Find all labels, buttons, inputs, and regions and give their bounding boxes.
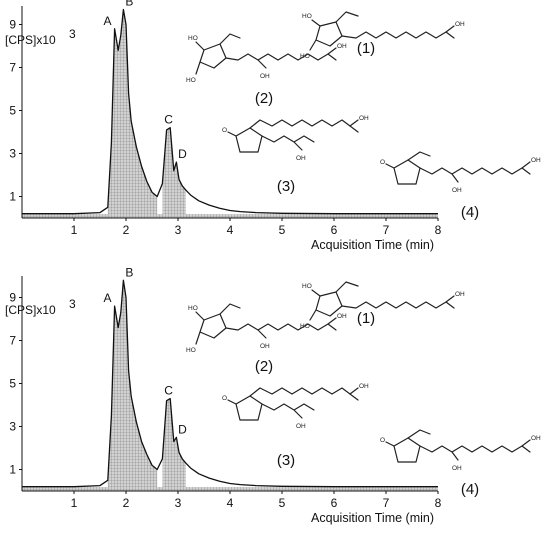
peak-area-ab: [107, 280, 158, 491]
y-axis-unit-exponent: 3: [69, 297, 76, 311]
compound-label-1: (1): [357, 40, 375, 57]
x-tick-label: 3: [175, 223, 182, 237]
x-tick-label: 1: [71, 496, 78, 510]
y-axis-unit-label: [CPS]x10: [5, 33, 56, 47]
x-tick-label: 4: [227, 223, 234, 237]
peak-label-d: D: [178, 422, 187, 436]
compound-label-2: (2): [255, 90, 273, 107]
compound-label-3: (3): [277, 452, 295, 469]
baseline-band: [22, 214, 438, 218]
x-tick-label: 7: [383, 496, 390, 510]
x-tick-label: 5: [279, 223, 286, 237]
x-tick-label: 1: [71, 223, 78, 237]
x-tick-label: 6: [331, 223, 338, 237]
x-tick-label: 7: [383, 223, 390, 237]
peak-label-b: B: [125, 265, 133, 279]
peak-label-b: B: [125, 0, 133, 8]
x-axis-title: Acquisition Time (min): [311, 238, 434, 252]
molecule-structure-2: [185, 303, 348, 355]
y-tick-label: 9: [9, 291, 16, 305]
molecule-structure-1: [299, 281, 466, 331]
peak-label-d: D: [178, 147, 187, 161]
y-tick-label: 1: [9, 463, 16, 477]
molecule-structure-1: [299, 11, 466, 61]
x-tick-label: 8: [435, 223, 442, 237]
x-tick-label: 3: [175, 496, 182, 510]
molecule-structure-4: [379, 429, 542, 473]
peak-label-c: C: [164, 113, 173, 127]
x-tick-label: 2: [123, 223, 130, 237]
y-tick-label: 9: [9, 18, 16, 32]
molecule-structure-4: [379, 151, 542, 195]
x-tick-label: 2: [123, 496, 130, 510]
y-axis-unit-exponent: 3: [69, 27, 76, 41]
y-tick-label: 5: [9, 104, 16, 118]
chromatogram-trace: [22, 279, 438, 488]
peak-area-cd: [162, 398, 186, 491]
compound-label-4: (4): [461, 481, 479, 498]
y-tick-label: 7: [9, 334, 16, 348]
y-tick-label: 7: [9, 61, 16, 75]
compound-label-1: (1): [357, 310, 375, 327]
molecule-structure-2: [185, 33, 348, 85]
x-axis-title: Acquisition Time (min): [311, 511, 434, 525]
y-tick-label: 5: [9, 377, 16, 391]
y-tick-label: 3: [9, 147, 16, 161]
peak-label-a: A: [104, 14, 112, 28]
compound-label-3: (3): [277, 178, 295, 195]
y-axis-unit-label: [CPS]x10: [5, 303, 56, 317]
chromatogram-trace: [22, 8, 438, 215]
molecule-structure-3: [221, 114, 370, 163]
compound-label-4: (4): [461, 204, 479, 221]
peak-label-a: A: [104, 291, 112, 305]
x-tick-label: 4: [227, 496, 234, 510]
peak-label-c: C: [164, 384, 173, 398]
compound-label-2: (2): [255, 358, 273, 375]
baseline-band: [22, 487, 438, 491]
peak-area-ab: [107, 9, 158, 218]
x-tick-label: 5: [279, 496, 286, 510]
x-tick-label: 8: [435, 496, 442, 510]
y-tick-label: 3: [9, 420, 16, 434]
molecule-structure-3: [221, 382, 370, 431]
peak-area-cd: [162, 127, 186, 218]
x-tick-label: 6: [331, 496, 338, 510]
y-tick-label: 1: [9, 190, 16, 204]
